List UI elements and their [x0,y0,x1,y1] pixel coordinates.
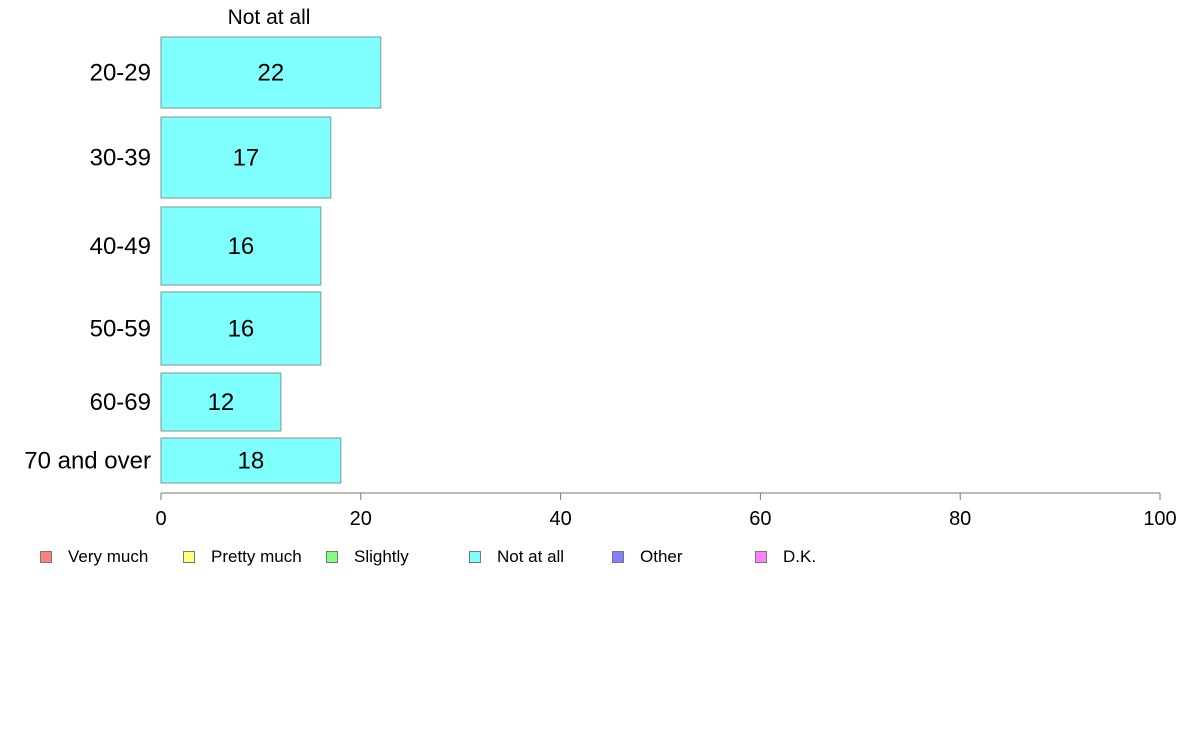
legend-label: D.K. [783,547,817,566]
bar-20-29 [160,36,382,109]
x-axis: 0 20 40 60 80 100 [155,492,1177,530]
legend-item: Not at all [469,545,564,569]
legend-swatch [40,551,52,563]
category-label: 60-69 [90,389,151,416]
bar-value-label: 12 [208,389,235,416]
bar-value-label: 17 [233,145,260,172]
x-tick-label: 60 [749,508,771,530]
category-label: 50-59 [90,316,151,343]
legend-label: Slightly [354,547,409,566]
legend-label: Pretty much [211,547,302,566]
legend-swatch [755,551,767,563]
x-tick-label: 0 [155,508,166,530]
legend-item: Pretty much [183,545,302,569]
x-tick-label: 40 [549,508,571,530]
category-label: 20-29 [90,60,151,87]
bar-60-69 [160,372,282,432]
legend-label: Other [640,547,683,566]
bar-30-39 [160,116,332,199]
legend-label: Very much [68,547,149,566]
bar-value-label: 16 [228,233,255,260]
legend-item: Very much [40,545,148,569]
category-label: 70 and over [24,448,151,475]
legend-swatch [183,551,195,563]
chart-title: Not at all [228,6,311,29]
legend: Very much Pretty much Slightly Not at all Ot… [0,545,1188,569]
legend-swatch [469,551,481,563]
category-label: 30-39 [90,145,151,172]
category-label: 40-49 [90,233,151,260]
bar-40-49 [160,206,322,286]
bar-value-label: 22 [258,60,285,87]
x-tick-label: 20 [350,508,372,530]
legend-item: D.K. [755,545,816,569]
legend-item: Other [612,545,683,569]
bars-layer: 22 20-29 17 30-39 16 40-49 16 50-59 12 60-69 18 70 … [24,36,382,484]
bar-50-59 [160,291,322,366]
legend-swatch [326,551,338,563]
legend-label: Not at all [497,547,565,566]
legend-swatch [612,551,624,563]
legend-item: Slightly [326,545,409,569]
x-tick-label: 80 [949,508,971,530]
bar-value-label: 16 [228,316,255,343]
bar-value-label: 18 [238,448,265,475]
x-tick-label: 100 [1143,508,1176,530]
bar-70-and-over [160,437,342,484]
